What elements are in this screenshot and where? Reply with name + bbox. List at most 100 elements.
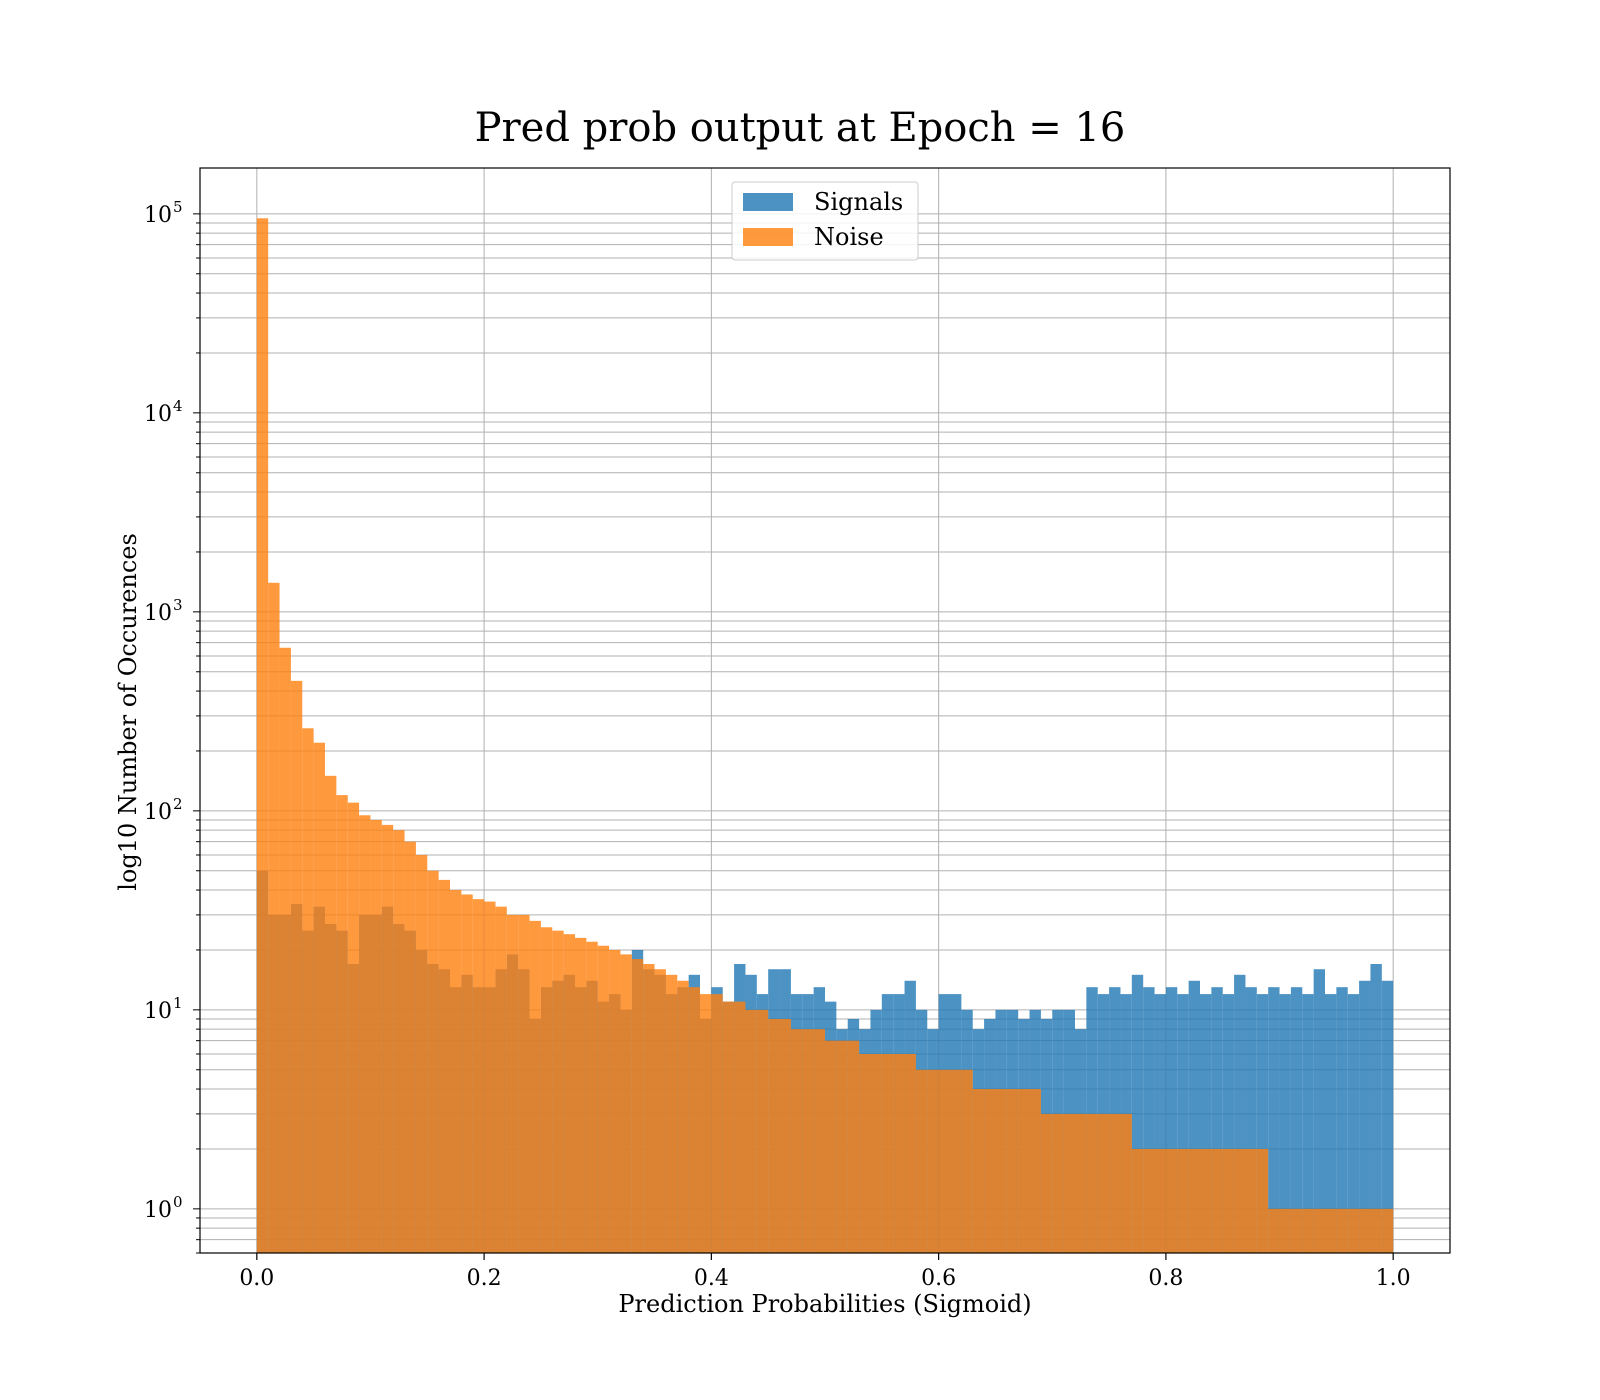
noise-bar xyxy=(540,927,553,1253)
signals-bar xyxy=(1165,987,1178,1253)
y-tick-label: 10 xyxy=(144,999,172,1024)
signals-bar xyxy=(1359,980,1371,1253)
noise-bar xyxy=(256,218,269,1254)
noise-bar xyxy=(859,1054,871,1253)
noise-bar xyxy=(688,987,700,1253)
signals-bar xyxy=(1370,963,1382,1253)
noise-bar xyxy=(1120,1113,1132,1253)
noise-bar xyxy=(1018,1089,1030,1253)
noise-bar xyxy=(893,1054,905,1253)
noise-bar xyxy=(597,945,610,1253)
noise-bar xyxy=(1029,1089,1041,1253)
noise-bar xyxy=(450,890,462,1253)
signals-bar xyxy=(1336,987,1348,1253)
legend-swatch-noise xyxy=(743,228,793,246)
noise-bar xyxy=(438,879,450,1253)
signals-bar xyxy=(1268,987,1280,1253)
noise-bar xyxy=(279,647,291,1253)
noise-bar xyxy=(1097,1113,1110,1253)
noise-bar xyxy=(950,1069,962,1253)
legend-swatch-signals xyxy=(743,193,793,211)
noise-bar xyxy=(984,1089,996,1253)
noise-bar xyxy=(1188,1148,1200,1253)
noise-bar xyxy=(529,920,541,1253)
signals-bar xyxy=(1188,980,1200,1253)
noise-bar xyxy=(825,1040,837,1253)
noise-bar xyxy=(1165,1148,1178,1253)
noise-bars xyxy=(256,218,1394,1254)
noise-bar xyxy=(1154,1148,1166,1253)
noise-bar xyxy=(961,1069,973,1253)
noise-bar xyxy=(643,963,655,1253)
noise-bar xyxy=(359,815,371,1253)
signals-bar xyxy=(1279,994,1291,1253)
y-axis-label: log10 Number of Occurences xyxy=(114,533,142,891)
signals-bar xyxy=(1177,994,1189,1253)
signals-bar xyxy=(1290,987,1303,1253)
legend-label-noise: Noise xyxy=(814,223,884,251)
noise-bar xyxy=(1245,1148,1257,1253)
noise-bar xyxy=(779,1018,791,1253)
noise-bar xyxy=(484,901,496,1253)
y-tick-label: 10 xyxy=(144,402,172,427)
noise-bar xyxy=(404,841,416,1253)
signals-bar xyxy=(1143,987,1155,1253)
x-tick-label: 1.0 xyxy=(1376,1266,1411,1291)
noise-bar xyxy=(790,1029,803,1253)
noise-bar xyxy=(575,937,587,1253)
noise-bar xyxy=(290,680,303,1253)
noise-bar xyxy=(734,1001,746,1253)
noise-bar xyxy=(336,795,348,1253)
y-tick-exponent: 0 xyxy=(173,1193,183,1211)
y-tick-exponent: 4 xyxy=(173,397,183,415)
noise-bar xyxy=(1075,1113,1087,1253)
noise-bar xyxy=(1086,1113,1098,1253)
noise-bar xyxy=(995,1089,1007,1253)
noise-bar xyxy=(415,855,428,1253)
x-tick-label: 0.8 xyxy=(1148,1266,1183,1291)
noise-bar xyxy=(563,934,575,1253)
noise-bar xyxy=(802,1029,814,1253)
noise-bar xyxy=(1370,1208,1382,1253)
noise-bar xyxy=(268,582,280,1253)
noise-bar xyxy=(472,899,485,1253)
signals-bar xyxy=(1245,987,1257,1253)
noise-bar xyxy=(711,994,723,1253)
noise-bar xyxy=(1302,1208,1314,1253)
noise-bar xyxy=(347,802,360,1253)
signals-bar xyxy=(1234,974,1246,1253)
noise-bar xyxy=(745,1009,757,1253)
noise-bar xyxy=(1268,1208,1280,1253)
noise-bar xyxy=(870,1054,882,1253)
noise-bar xyxy=(495,906,507,1253)
noise-bar xyxy=(813,1029,825,1253)
signals-bar xyxy=(1256,994,1269,1253)
noise-bar xyxy=(700,994,712,1253)
noise-bar xyxy=(325,775,337,1253)
signals-bar xyxy=(1325,994,1337,1253)
noise-bar xyxy=(552,930,564,1253)
noise-bar xyxy=(847,1040,860,1253)
noise-bar xyxy=(302,728,314,1253)
noise-bar xyxy=(1234,1148,1246,1253)
signals-bar xyxy=(1302,994,1314,1253)
y-tick-exponent: 2 xyxy=(173,795,183,813)
noise-bar xyxy=(677,980,689,1253)
signals-bar xyxy=(1222,994,1235,1253)
signals-bar xyxy=(1131,974,1144,1253)
noise-bar xyxy=(631,959,644,1253)
chart-title: Pred prob output at Epoch = 16 xyxy=(475,105,1126,151)
signals-bar xyxy=(1347,994,1360,1253)
y-tick-exponent: 3 xyxy=(173,596,183,614)
x-tick-label: 0.4 xyxy=(694,1266,729,1291)
noise-bar xyxy=(393,830,405,1253)
noise-bar xyxy=(938,1069,950,1253)
noise-bar xyxy=(1211,1148,1223,1253)
noise-bar xyxy=(1040,1113,1053,1253)
noise-bar xyxy=(1006,1089,1019,1253)
noise-bar xyxy=(1313,1208,1325,1253)
noise-bar xyxy=(915,1069,928,1253)
noise-bar xyxy=(609,949,621,1253)
noise-bar xyxy=(665,974,678,1253)
